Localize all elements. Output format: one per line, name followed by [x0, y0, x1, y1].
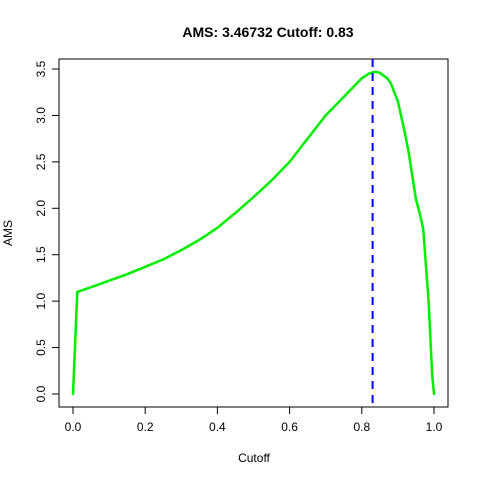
y-tick-label: 2.5 [34, 153, 48, 170]
chart-title: AMS: 3.46732 Cutoff: 0.83 [182, 24, 353, 40]
y-axis: 0.0 0.5 1.0 1.5 2.0 2.5 3.0 3.5 [34, 60, 60, 402]
y-axis-label: AMS [1, 220, 15, 246]
y-tick-label: 1.0 [34, 292, 48, 309]
x-tick-label: 0.6 [281, 420, 298, 434]
x-tick-label: 1.0 [426, 420, 443, 434]
series-layer [71, 70, 436, 396]
x-tick-label: 0.8 [353, 420, 370, 434]
x-tick-label: 0.2 [137, 420, 154, 434]
y-tick-label: 3.5 [34, 60, 48, 77]
y-tick-label: 0.5 [34, 339, 48, 356]
y-tick-label: 0.0 [34, 385, 48, 402]
ams-series-line [71, 70, 436, 396]
x-tick-label: 0.0 [65, 420, 82, 434]
y-tick-label: 2.0 [34, 200, 48, 217]
x-tick-label: 0.4 [209, 420, 226, 434]
x-axis-label: Cutoff [238, 451, 270, 465]
y-tick-label: 1.5 [34, 246, 48, 263]
y-tick-label: 3.0 [34, 107, 48, 124]
x-axis: 0.0 0.2 0.4 0.6 0.8 1.0 [65, 406, 443, 434]
